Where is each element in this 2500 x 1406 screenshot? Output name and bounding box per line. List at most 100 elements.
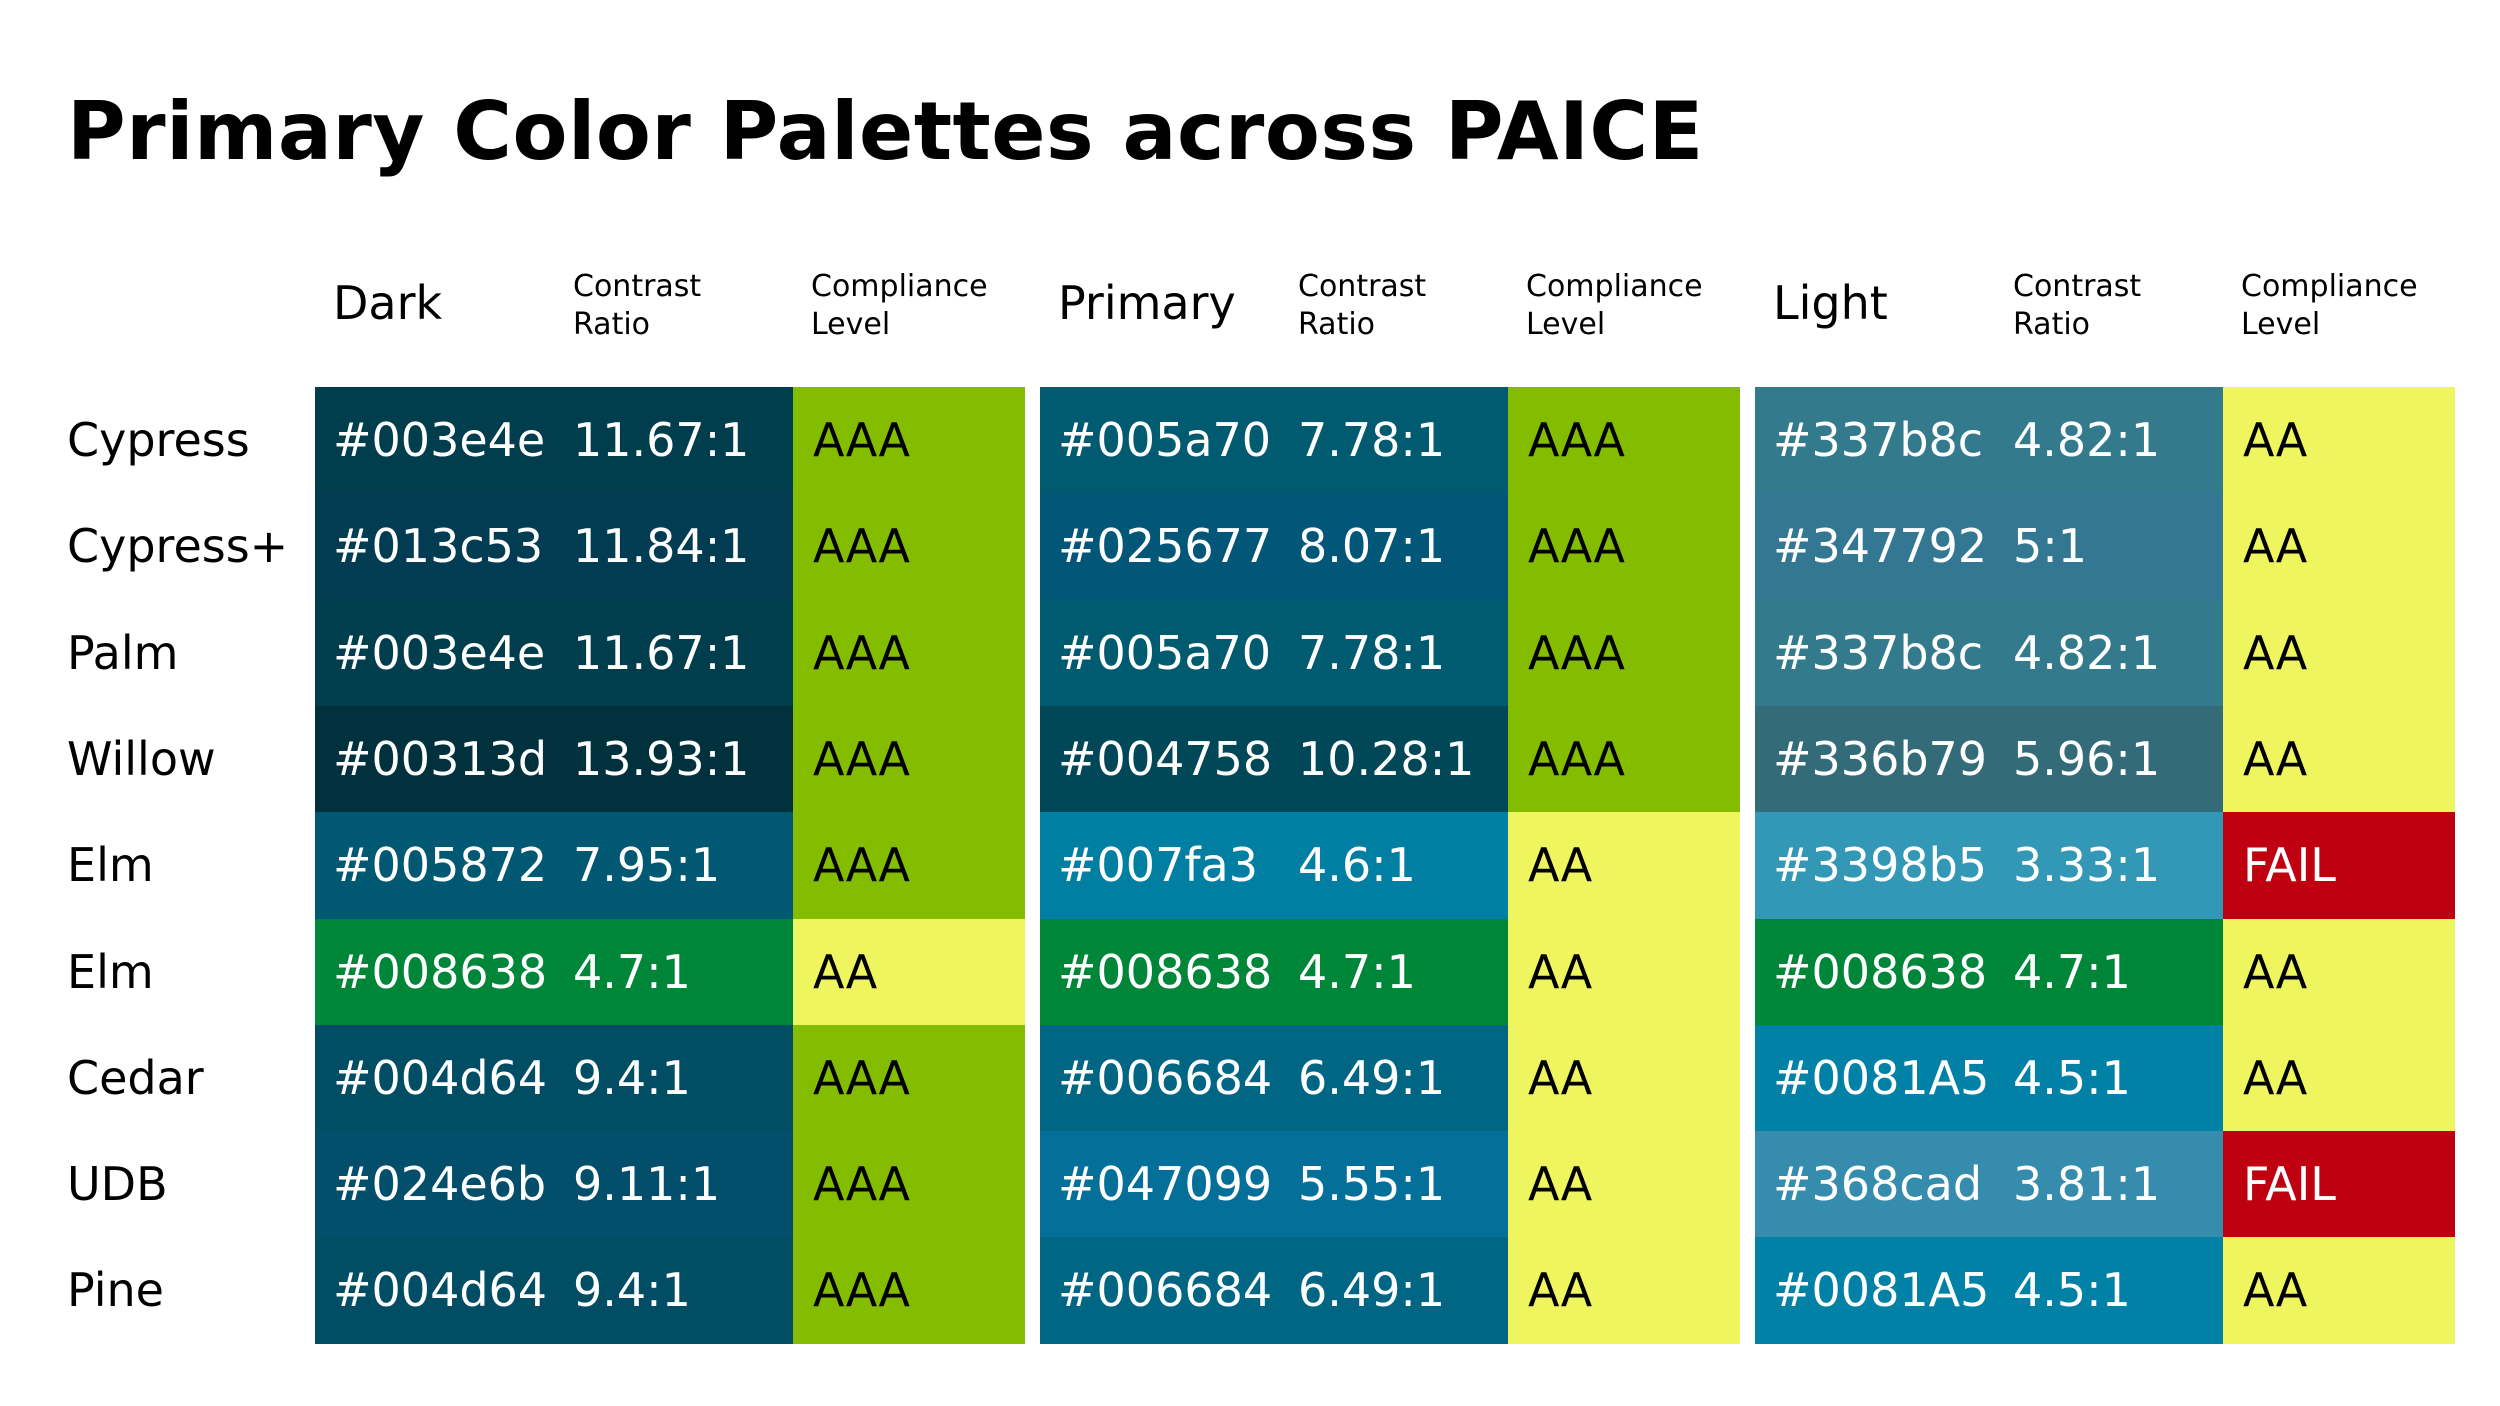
compliance-level: FAIL: [2223, 1131, 2455, 1238]
compliance-level: AAA: [793, 812, 1025, 919]
contrast-ratio: 4.82:1: [2013, 413, 2161, 467]
compliance-level-header: Compliance Level: [811, 269, 988, 342]
contrast-ratio: 4.5:1: [2013, 1051, 2131, 1105]
hex-code: #013c53: [333, 519, 544, 573]
compliance-level: AA: [2223, 600, 2455, 707]
compliance-level: AAA: [793, 493, 1025, 600]
contrast-ratio: 5.55:1: [1298, 1157, 1446, 1211]
compliance-level: AAA: [793, 1025, 1025, 1132]
compliance-level: AAA: [793, 1131, 1025, 1238]
contrast-ratio: 4.5:1: [2013, 1263, 2131, 1317]
compliance-level: AAA: [793, 1237, 1025, 1344]
compliance-level: AA: [1508, 1025, 1740, 1132]
hex-code: #005a70: [1058, 626, 1272, 680]
color-swatch: #0081A5 4.5:1: [1755, 1025, 2223, 1132]
hex-code: #004758: [1058, 732, 1273, 786]
hex-code: #008638: [1058, 945, 1273, 999]
hex-code: #3398b5: [1773, 838, 1988, 892]
page-title: Primary Color Palettes across PAICE: [67, 85, 1704, 178]
compliance-level: AA: [1508, 1237, 1740, 1344]
contrast-ratio: 7.95:1: [573, 838, 721, 892]
row-label: Pine: [67, 1263, 164, 1317]
column-header-primary: Primary: [1058, 276, 1236, 330]
contrast-ratio: 9.11:1: [573, 1157, 721, 1211]
color-swatch: #004d64 9.4:1: [315, 1237, 793, 1344]
compliance-level: AA: [2223, 387, 2455, 494]
color-swatch: #347792 5:1: [1755, 493, 2223, 600]
color-swatch: #003e4e 11.67:1: [315, 600, 793, 707]
color-swatch: #004d64 9.4:1: [315, 1025, 793, 1132]
hex-code: #336b79: [1773, 732, 1988, 786]
contrast-ratio-header: Contrast Ratio: [573, 269, 702, 342]
contrast-ratio: 9.4:1: [573, 1051, 691, 1105]
hex-code: #0081A5: [1773, 1051, 1990, 1105]
compliance-level: AA: [2223, 1237, 2455, 1344]
hex-code: #025677: [1058, 519, 1273, 573]
compliance-level: AA: [793, 919, 1025, 1026]
contrast-ratio: 4.7:1: [1298, 945, 1416, 999]
contrast-ratio: 4.6:1: [1298, 838, 1416, 892]
color-swatch: #005a70 7.78:1: [1040, 600, 1508, 707]
row-label: Cedar: [67, 1051, 204, 1105]
contrast-ratio: 11.67:1: [573, 626, 750, 680]
hex-code: #00313d: [333, 732, 548, 786]
color-swatch: #0081A5 4.5:1: [1755, 1237, 2223, 1344]
compliance-level: AA: [2223, 1025, 2455, 1132]
hex-code: #047099: [1058, 1157, 1273, 1211]
compliance-level: AA: [2223, 919, 2455, 1026]
contrast-ratio: 4.82:1: [2013, 626, 2161, 680]
hex-code: #007fa3: [1058, 838, 1258, 892]
compliance-level: AA: [1508, 919, 1740, 1026]
color-swatch: #368cad 3.81:1: [1755, 1131, 2223, 1238]
row-label: Cypress: [67, 413, 250, 467]
compliance-level-header: Compliance Level: [2241, 269, 2418, 342]
contrast-ratio: 7.78:1: [1298, 413, 1446, 467]
contrast-ratio: 9.4:1: [573, 1263, 691, 1317]
hex-code: #337b8c: [1773, 413, 1984, 467]
compliance-level: AA: [2223, 493, 2455, 600]
compliance-level: AA: [2223, 706, 2455, 813]
row-label: Palm: [67, 626, 179, 680]
row-label: Elm: [67, 838, 154, 892]
color-swatch: #006684 6.49:1: [1040, 1025, 1508, 1132]
hex-code: #006684: [1058, 1263, 1273, 1317]
color-swatch: #337b8c 4.82:1: [1755, 600, 2223, 707]
compliance-level: AAA: [1508, 493, 1740, 600]
row-label: Elm: [67, 945, 154, 999]
contrast-ratio: 6.49:1: [1298, 1263, 1446, 1317]
hex-code: #008638: [1773, 945, 1988, 999]
contrast-ratio: 5.96:1: [2013, 732, 2161, 786]
color-swatch: #008638 4.7:1: [315, 919, 793, 1026]
contrast-ratio-header: Contrast Ratio: [1298, 269, 1427, 342]
compliance-level: AAA: [1508, 387, 1740, 494]
contrast-ratio: 13.93:1: [573, 732, 750, 786]
color-swatch: #025677 8.07:1: [1040, 493, 1508, 600]
hex-code: #003e4e: [333, 626, 546, 680]
contrast-ratio-header: Contrast Ratio: [2013, 269, 2142, 342]
contrast-ratio: 10.28:1: [1298, 732, 1475, 786]
hex-code: #004d64: [333, 1051, 548, 1105]
compliance-level: AAA: [793, 600, 1025, 707]
hex-code: #006684: [1058, 1051, 1273, 1105]
contrast-ratio: 8.07:1: [1298, 519, 1446, 573]
contrast-ratio: 5:1: [2013, 519, 2088, 573]
hex-code: #0081A5: [1773, 1263, 1990, 1317]
compliance-level: AAA: [793, 387, 1025, 494]
hex-code: #347792: [1773, 519, 1988, 573]
compliance-level: AA: [1508, 1131, 1740, 1238]
contrast-ratio: 3.33:1: [2013, 838, 2161, 892]
compliance-level-header: Compliance Level: [1526, 269, 1703, 342]
color-swatch: #013c53 11.84:1: [315, 493, 793, 600]
contrast-ratio: 11.67:1: [573, 413, 750, 467]
hex-code: #004d64: [333, 1263, 548, 1317]
column-header-dark: Dark: [333, 276, 443, 330]
color-swatch: #047099 5.55:1: [1040, 1131, 1508, 1238]
color-swatch: #007fa3 4.6:1: [1040, 812, 1508, 919]
hex-code: #024e6b: [333, 1157, 547, 1211]
color-swatch: #004758 10.28:1: [1040, 706, 1508, 813]
color-swatch: #336b79 5.96:1: [1755, 706, 2223, 813]
color-swatch: #024e6b 9.11:1: [315, 1131, 793, 1238]
compliance-level: AAA: [793, 706, 1025, 813]
contrast-ratio: 11.84:1: [573, 519, 750, 573]
contrast-ratio: 3.81:1: [2013, 1157, 2161, 1211]
